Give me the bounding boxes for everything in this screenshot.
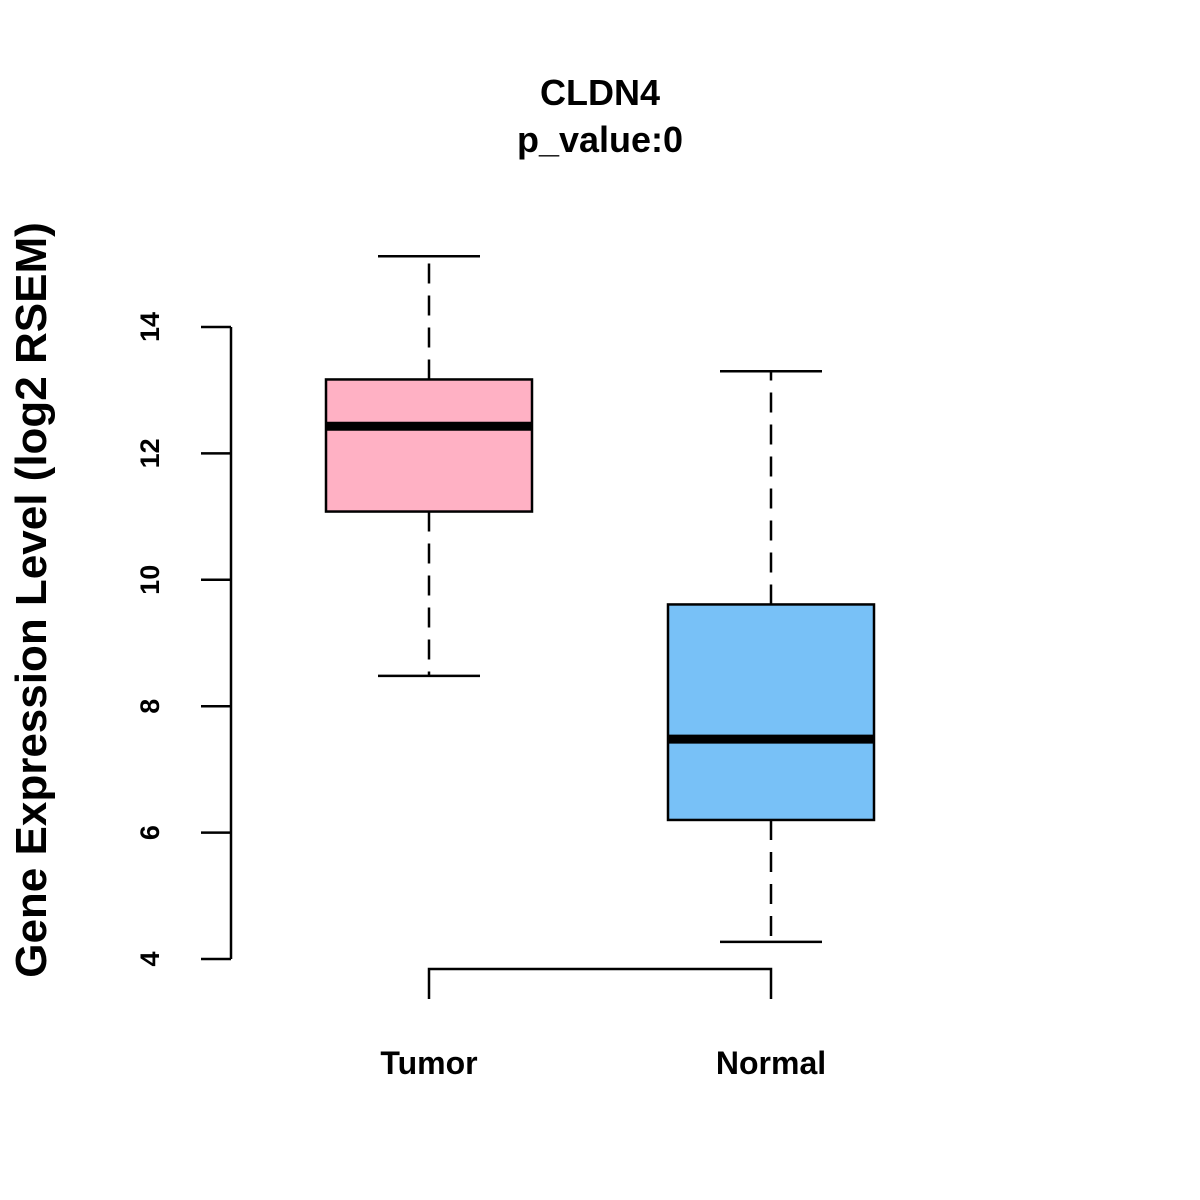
chart-title: CLDN4: [540, 72, 660, 113]
comparison-bracket: [427, 967, 773, 999]
x-category-label: Normal: [716, 1045, 826, 1081]
chart-subtitle: p_value:0: [517, 119, 683, 160]
y-axis: 4 6 8 10 12 14: [135, 312, 233, 967]
boxes: [324, 254, 876, 944]
iqr-box: [324, 378, 534, 513]
y-tick-label: 4: [135, 951, 165, 966]
y-tick-label: 14: [135, 312, 165, 342]
y-tick-label: 8: [135, 699, 165, 714]
box-group-normal: [666, 369, 876, 944]
x-category-label: Tumor: [380, 1045, 477, 1081]
y-tick-label: 12: [135, 438, 165, 468]
box-group-tumor: [324, 254, 534, 678]
y-tick-label: 6: [135, 825, 165, 840]
bracket-line: [427, 967, 773, 999]
y-axis-label: Gene Expression Level (log2 RSEM): [7, 222, 56, 978]
category-labels: Tumor Normal: [380, 1045, 826, 1081]
iqr-box: [666, 603, 876, 822]
y-tick-label: 10: [135, 565, 165, 595]
